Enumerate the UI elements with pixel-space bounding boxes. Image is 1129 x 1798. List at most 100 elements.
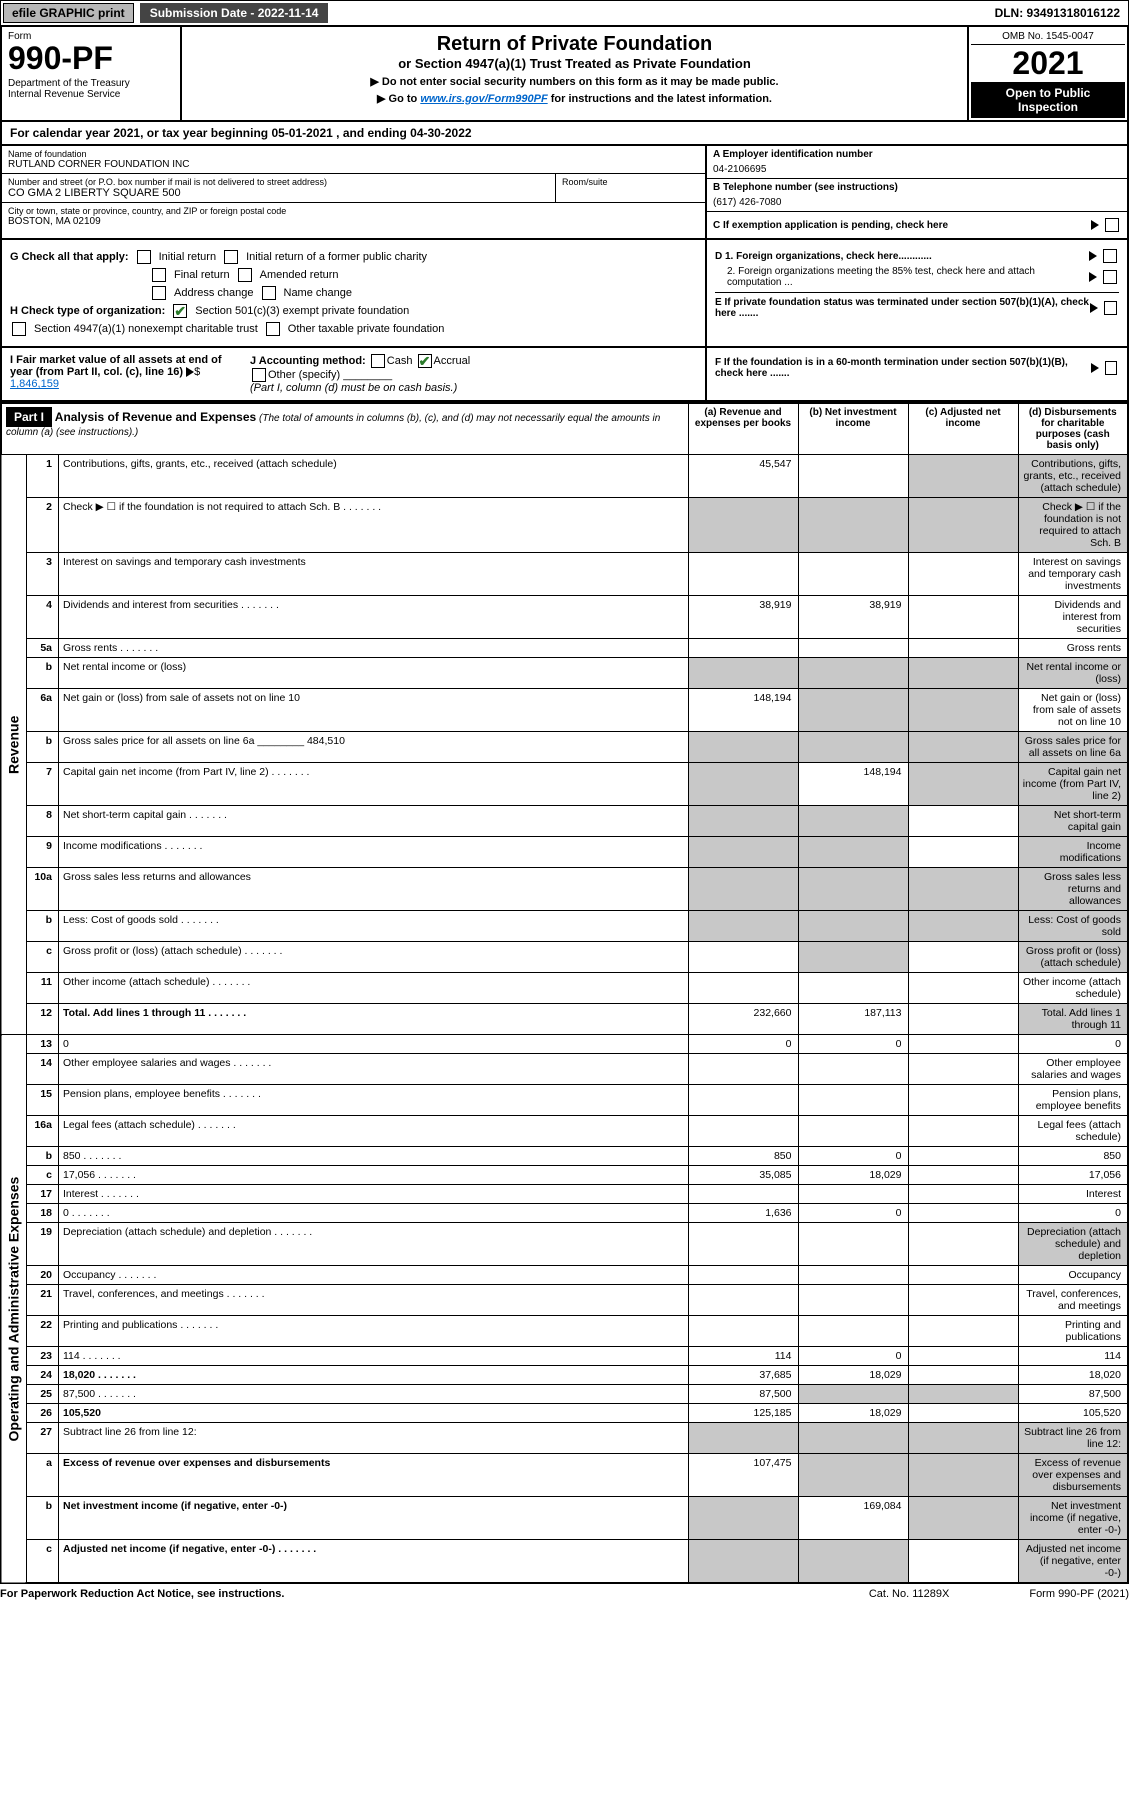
cell-c [908, 868, 1018, 911]
cell-b: 0 [798, 1035, 908, 1054]
address-change-checkbox[interactable] [152, 286, 166, 300]
cell-a: 1,636 [688, 1204, 798, 1223]
cat-no: Cat. No. 11289X [869, 1588, 950, 1600]
instruction-2: ▶ Go to www.irs.gov/Form990PF for instru… [188, 92, 961, 105]
foreign-85-checkbox[interactable] [1103, 270, 1117, 284]
cell-b [798, 837, 908, 868]
row-number: 16a [27, 1116, 59, 1147]
cell-a: 148,194 [688, 689, 798, 732]
row-number: b [27, 911, 59, 942]
final-return-checkbox[interactable] [152, 268, 166, 282]
cell-c [908, 1166, 1018, 1185]
cash-checkbox[interactable] [371, 354, 385, 368]
cell-b: 18,029 [798, 1166, 908, 1185]
initial-return-checkbox[interactable] [137, 250, 151, 264]
501c3-checkbox[interactable] [173, 304, 187, 318]
row-number: 1 [27, 455, 59, 498]
row-description: Gross profit or (loss) (attach schedule)… [59, 942, 689, 973]
phone-label: B Telephone number (see instructions) [713, 182, 1121, 193]
row-description: Less: Cost of goods sold . . . . . . . [59, 911, 689, 942]
row-description: Net short-term capital gain . . . . . . … [59, 806, 689, 837]
cell-b [798, 455, 908, 498]
cell-d: Subtract line 26 from line 12: [1018, 1423, 1128, 1454]
row-description: Total. Add lines 1 through 11 . . . . . … [59, 1004, 689, 1035]
cell-b [798, 911, 908, 942]
table-row: 10aGross sales less returns and allowanc… [1, 868, 1128, 911]
row-description: Interest on savings and temporary cash i… [59, 553, 689, 596]
foundation-name: RUTLAND CORNER FOUNDATION INC [8, 159, 699, 170]
row-number: 15 [27, 1085, 59, 1116]
cell-c [908, 596, 1018, 639]
cell-d: Pension plans, employee benefits [1018, 1085, 1128, 1116]
fmv-value[interactable]: 1,846,159 [10, 378, 59, 390]
table-row: 9Income modifications . . . . . . .Incom… [1, 837, 1128, 868]
cell-c [908, 1423, 1018, 1454]
top-bar: efile GRAPHIC print Submission Date - 20… [0, 0, 1129, 26]
cell-d: Gross sales less returns and allowances [1018, 868, 1128, 911]
4947-checkbox[interactable] [12, 322, 26, 336]
cell-a [688, 806, 798, 837]
accrual-checkbox[interactable] [418, 354, 432, 368]
cell-c [908, 1185, 1018, 1204]
row-description: Adjusted net income (if negative, enter … [59, 1540, 689, 1584]
form-ref: Form 990-PF (2021) [1029, 1588, 1129, 1600]
foreign-org-checkbox[interactable] [1103, 249, 1117, 263]
phone-value: (617) 426-7080 [713, 197, 1121, 208]
row-description: 105,520 [59, 1404, 689, 1423]
cell-a [688, 639, 798, 658]
cell-a [688, 1085, 798, 1116]
cell-a: 114 [688, 1347, 798, 1366]
cell-d: 114 [1018, 1347, 1128, 1366]
other-taxable-checkbox[interactable] [266, 322, 280, 336]
cell-d: Net investment income (if negative, ente… [1018, 1497, 1128, 1540]
cell-c [908, 1285, 1018, 1316]
amended-return-checkbox[interactable] [238, 268, 252, 282]
60-month-checkbox[interactable] [1105, 361, 1117, 375]
cell-a: 850 [688, 1147, 798, 1166]
h-label: H Check type of organization: [10, 305, 165, 317]
tax-year: 2021 [971, 45, 1125, 82]
cell-d: 0 [1018, 1035, 1128, 1054]
row-number: 7 [27, 763, 59, 806]
row-description: Gross rents . . . . . . . [59, 639, 689, 658]
table-row: 5aGross rents . . . . . . .Gross rents [1, 639, 1128, 658]
status-terminated-checkbox[interactable] [1104, 301, 1117, 315]
row-description: Travel, conferences, and meetings . . . … [59, 1285, 689, 1316]
irs-link[interactable]: www.irs.gov/Form990PF [420, 93, 547, 105]
cell-b: 18,029 [798, 1404, 908, 1423]
row-description: Pension plans, employee benefits . . . .… [59, 1085, 689, 1116]
row-description: Interest . . . . . . . [59, 1185, 689, 1204]
room-suite-label: Room/suite [555, 174, 705, 202]
cell-c [908, 732, 1018, 763]
exemption-checkbox[interactable] [1105, 218, 1119, 232]
table-row: 22Printing and publications . . . . . . … [1, 1316, 1128, 1347]
efile-print-button[interactable]: efile GRAPHIC print [3, 3, 134, 23]
cell-d: Gross sales price for all assets on line… [1018, 732, 1128, 763]
cell-b: 0 [798, 1204, 908, 1223]
row-description: Printing and publications . . . . . . . [59, 1316, 689, 1347]
cell-a [688, 658, 798, 689]
name-change-checkbox[interactable] [262, 286, 276, 300]
cell-d: Contributions, gifts, grants, etc., rece… [1018, 455, 1128, 498]
row-number: 17 [27, 1185, 59, 1204]
initial-former-checkbox[interactable] [224, 250, 238, 264]
row-number: a [27, 1454, 59, 1497]
other-method-checkbox[interactable] [252, 368, 266, 382]
cell-a [688, 1223, 798, 1266]
cell-c [908, 763, 1018, 806]
cell-b [798, 658, 908, 689]
cell-c [908, 1404, 1018, 1423]
cell-c [908, 1454, 1018, 1497]
cell-a [688, 942, 798, 973]
addr-label: Number and street (or P.O. box number if… [8, 177, 549, 187]
row-description: 850 . . . . . . . [59, 1147, 689, 1166]
cell-c [908, 1366, 1018, 1385]
cell-d: 105,520 [1018, 1404, 1128, 1423]
dln-number: DLN: 93491318016122 [987, 3, 1128, 23]
arrow-icon [1091, 220, 1099, 230]
cell-d: Check ▶ ☐ if the foundation is not requi… [1018, 498, 1128, 553]
row-description: 114 . . . . . . . [59, 1347, 689, 1366]
row-number: 27 [27, 1423, 59, 1454]
cell-b [798, 868, 908, 911]
table-row: 23114 . . . . . . .1140114 [1, 1347, 1128, 1366]
